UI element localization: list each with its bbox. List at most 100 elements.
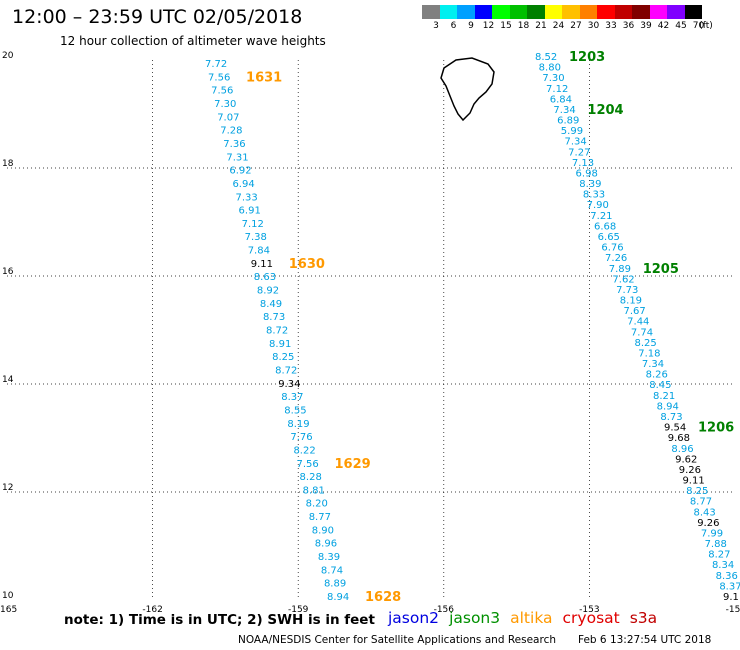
colorbar-swatch <box>422 5 440 19</box>
wave-height-value: 8.96 <box>671 444 693 455</box>
wave-height-value: 8.37 <box>281 392 303 403</box>
revolution-label: 1629 <box>335 457 371 472</box>
wave-height-value: 7.30 <box>214 99 236 110</box>
note-text: note: 1) Time is in UTC; 2) SWH is in fe… <box>64 612 375 628</box>
wave-height-value: 7.73 <box>616 285 638 296</box>
wave-height-value: 7.18 <box>638 348 660 359</box>
colorbar-swatch <box>457 5 475 19</box>
wave-height-value: 8.25 <box>686 486 708 497</box>
colorbar-swatch <box>684 5 702 19</box>
wave-height-value: 5.99 <box>561 126 583 137</box>
wave-height-value: 7.56 <box>211 86 233 97</box>
wave-height-value: 9.26 <box>697 518 719 529</box>
wave-height-value: 8.22 <box>293 445 315 456</box>
satellite-legend-jason2: jason2 <box>388 609 440 627</box>
satellite-legend: jason2 jason3 altika cryosat s3a <box>388 609 667 627</box>
satellite-tracks: 7.72 7.56 7.56 7.30 7.07 7.28 7.36 7.31 6.92 6.94… <box>205 50 740 605</box>
satellite-legend-cryosat: cryosat <box>562 609 620 627</box>
y-tick-label: 16 <box>2 267 14 277</box>
wave-height-value: 9.11 <box>251 259 273 270</box>
satellite-legend-altika: altika <box>510 609 553 627</box>
colorbar-label: 27 <box>570 21 582 31</box>
y-tick-label: 18 <box>2 159 14 169</box>
wave-height-value: 8.72 <box>275 365 297 376</box>
wave-height-value: 7.31 <box>226 152 248 163</box>
wave-height-value: 7.67 <box>623 306 645 317</box>
wave-height-value: 6.68 <box>594 221 616 232</box>
x-tick-label: -15 <box>726 605 740 615</box>
colorbar-label: 39 <box>640 21 652 31</box>
wave-height-value: 7.89 <box>609 264 631 275</box>
wave-height-value: 8.45 <box>649 380 671 391</box>
y-tick-label: 12 <box>2 483 13 493</box>
footer: NOAA/NESDIS Center for Satellite Applica… <box>238 634 733 646</box>
colorbar-swatch <box>632 5 650 19</box>
colorbar-labels: 3 6 9 12 15 18 21 24 27 30 33 36 39 42 45 70 (ft) <box>422 21 732 35</box>
wave-height-value: 6.91 <box>239 206 261 217</box>
wave-height-value: 7.27 <box>568 147 590 158</box>
colorbar-swatch <box>474 5 492 19</box>
colorbar-label: 42 <box>657 21 670 31</box>
colorbar-swatch <box>527 5 545 19</box>
wave-height-value: 7.12 <box>546 84 568 95</box>
colorbar-swatch <box>492 5 510 19</box>
colorbar-label: 30 <box>587 21 600 31</box>
wave-height-value: 8.19 <box>620 296 642 307</box>
wave-height-value: 8.25 <box>272 352 294 363</box>
revolution-label: 1630 <box>289 257 325 272</box>
wave-height-value: 7.07 <box>217 112 239 123</box>
x-tick-label: -153 <box>579 605 599 615</box>
wave-height-value: 7.99 <box>701 528 723 539</box>
colorbar-swatch <box>509 5 527 19</box>
wave-height-value: 8.37 <box>719 581 740 592</box>
wave-height-value: 7.26 <box>605 253 627 264</box>
colorbar-swatch <box>614 5 632 19</box>
wave-height-value: 7.12 <box>242 219 264 230</box>
wave-height-value: 8.63 <box>254 272 276 283</box>
revolution-label: 1205 <box>643 262 679 277</box>
wave-height-value: 8.21 <box>653 391 675 402</box>
wave-height-value: 9.54 <box>664 423 686 434</box>
wave-height-value: 8.74 <box>321 565 343 576</box>
track-jason3: 8.528.807.307.126.847.346.895.997.347.27… <box>535 50 740 603</box>
wave-height-value: 9.1 <box>723 592 739 603</box>
island-outline <box>440 57 495 122</box>
wave-height-value: 7.76 <box>290 432 312 443</box>
wave-height-value: 8.52 <box>535 52 557 63</box>
wave-height-value: 8.28 <box>300 472 322 483</box>
x-tick-label: -156 <box>434 605 455 615</box>
wave-height-value: 8.81 <box>303 485 325 496</box>
page-title: 12:00 – 23:59 UTC 02/05/2018 <box>12 6 303 28</box>
wave-height-value: 6.76 <box>601 243 623 254</box>
wave-height-value: 6.92 <box>229 166 251 177</box>
y-tick-label: 14 <box>2 375 14 385</box>
wave-height-value: 8.96 <box>315 539 337 550</box>
wave-height-value: 7.28 <box>220 126 242 137</box>
wave-height-value: 9.11 <box>682 476 704 487</box>
y-tick-label: 10 <box>2 591 14 601</box>
colorbar-label: 21 <box>535 21 547 31</box>
wave-height-value: 8.39 <box>579 179 601 190</box>
wave-height-value: 7.56 <box>297 459 319 470</box>
wave-height-value: 6.89 <box>557 116 579 127</box>
wave-height-value: 8.33 <box>583 190 605 201</box>
colorbar-label: 45 <box>675 21 687 31</box>
colorbar-label: 3 <box>433 21 439 31</box>
colorbar-swatch <box>597 5 615 19</box>
wave-height-value: 8.27 <box>708 550 730 561</box>
colorbar-unit: (ft) <box>699 21 713 31</box>
wave-height-value: 9.26 <box>679 465 701 476</box>
colorbar-label: 6 <box>450 21 457 31</box>
wave-height-value: 8.90 <box>312 525 334 536</box>
colorbar-swatch <box>562 5 580 19</box>
wave-height-value: 7.88 <box>705 539 727 550</box>
wave-height-value: 7.74 <box>631 327 653 338</box>
wave-height-value: 9.68 <box>668 433 690 444</box>
wave-height-value: 8.39 <box>318 552 340 563</box>
colorbar-label: 12 <box>482 21 495 31</box>
wave-height-value: 8.25 <box>635 338 657 349</box>
wave-height-value: 7.13 <box>572 158 594 169</box>
colorbar-label: 33 <box>605 21 617 31</box>
wave-height-value: 8.43 <box>694 507 716 518</box>
